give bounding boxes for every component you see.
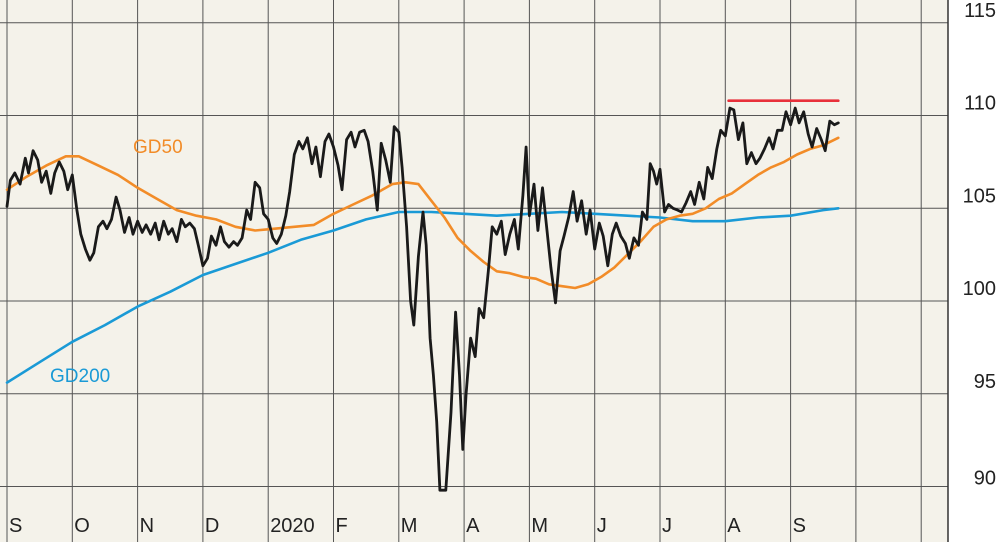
x-tick-7: A	[466, 515, 480, 537]
y-tick-95: 95	[974, 371, 996, 393]
x-tick-12: S	[793, 515, 806, 537]
y-tick-100: 100	[963, 278, 996, 300]
x-tick-3: D	[205, 515, 219, 537]
y-axis-ticks: 90 95 100 105 110 115	[963, 0, 996, 490]
x-tick-8: M	[531, 515, 548, 537]
x-axis-ticks: S O N D 2020 F M A M J J A S	[9, 515, 806, 537]
series-lines	[5, 99, 840, 492]
y-tick-110: 110	[964, 93, 996, 115]
gd200-line	[5, 207, 840, 384]
gd50-line	[5, 136, 840, 290]
x-tick-10: J	[662, 515, 672, 537]
gridlines	[0, 0, 949, 542]
price-line	[5, 106, 840, 492]
x-tick-11: A	[727, 515, 741, 537]
series-labels: GD50 GD200	[50, 137, 183, 387]
x-tick-5: F	[336, 515, 348, 537]
x-tick-9: J	[597, 515, 607, 537]
y-tick-90: 90	[974, 468, 996, 490]
x-tick-0: S	[9, 515, 22, 537]
x-tick-4: 2020	[270, 515, 315, 537]
x-tick-2: N	[140, 515, 154, 537]
gd200-label: GD200	[50, 366, 110, 387]
gd50-label: GD50	[133, 137, 183, 158]
y-tick-115: 115	[964, 0, 996, 22]
y-tick-105: 105	[963, 185, 996, 207]
plot-background	[0, 0, 948, 542]
x-tick-1: O	[74, 515, 90, 537]
x-tick-6: M	[401, 515, 418, 537]
